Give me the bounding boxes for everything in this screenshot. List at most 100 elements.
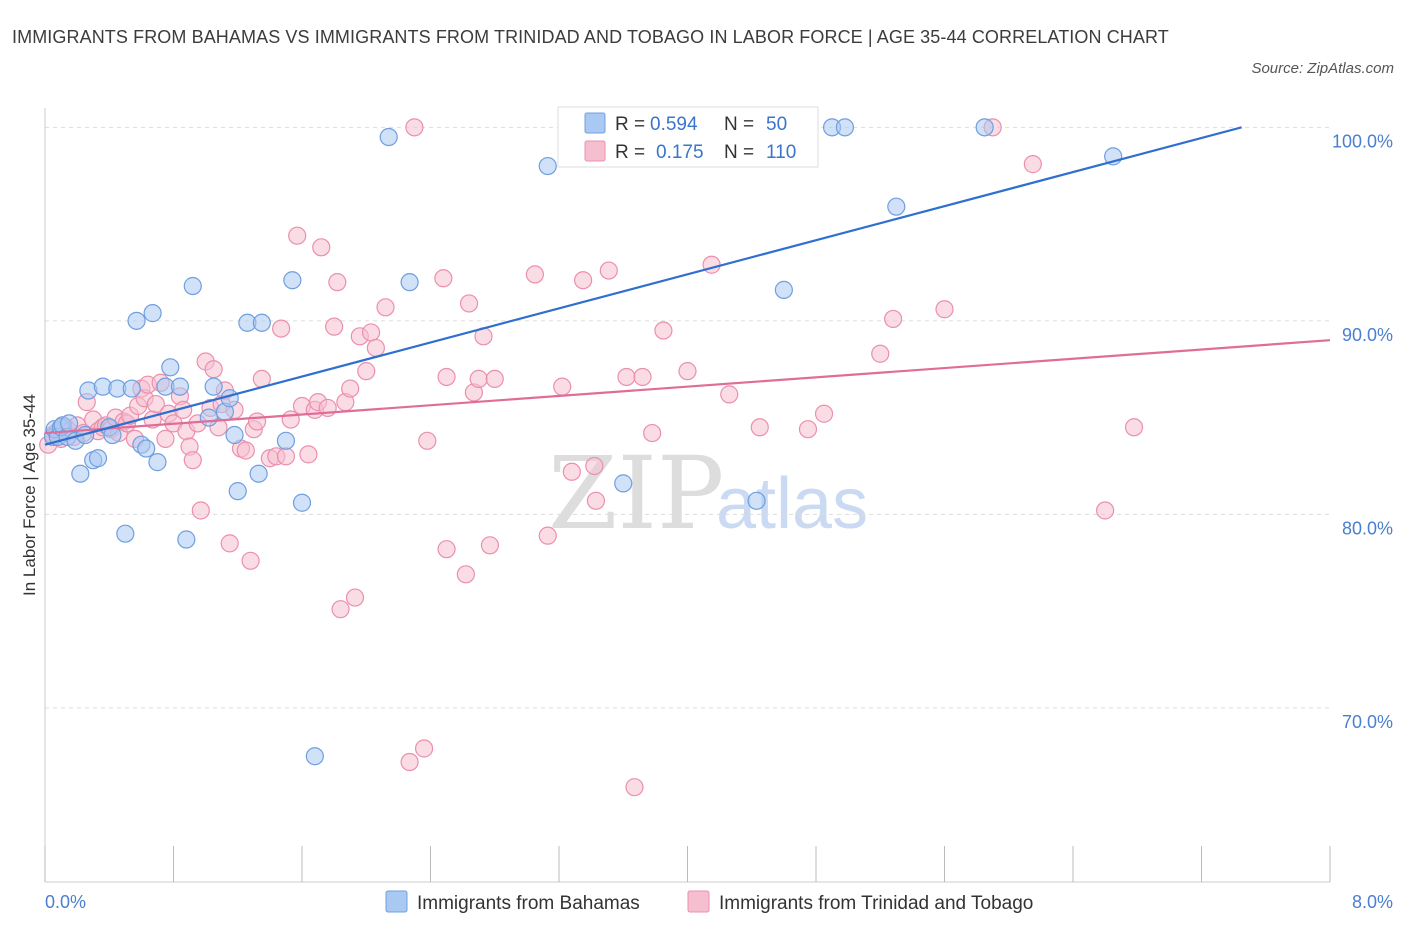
y-tick-labels: 70.0% 80.0% 90.0% 100.0% — [1332, 131, 1393, 731]
trinidad-point — [400, 752, 419, 772]
trinidad-point — [434, 269, 453, 288]
trinidad-point — [814, 404, 834, 423]
x-tick-labels: 0.0% 8.0% — [45, 892, 1393, 912]
bahamas-point — [774, 280, 793, 299]
bahamas-point — [228, 482, 247, 501]
trinidad-point — [871, 344, 890, 363]
legend-r-label-2: R = — [615, 142, 645, 163]
trinidad-point — [469, 369, 488, 388]
bottom-legend-label-trinidad: Immigrants from Trinidad and Tobago — [719, 893, 1033, 914]
series-bahamas-points — [43, 118, 1123, 766]
bahamas-point — [148, 453, 167, 472]
y-axis-title: In Labor Force | Age 35-44 — [20, 394, 39, 596]
trendlines — [44, 126, 1331, 446]
trinidad-point — [204, 360, 223, 379]
trinidad-point — [191, 501, 210, 520]
trinidad-point — [617, 367, 636, 387]
trinidad-point — [525, 265, 545, 284]
trinidad-point — [288, 226, 307, 245]
trinidad-point — [325, 317, 344, 336]
trinidad-point — [643, 423, 662, 443]
trinidad-point — [437, 540, 456, 559]
bahamas-point — [292, 493, 312, 512]
legend-n-label-2: N = — [724, 142, 754, 163]
trinidad-point — [553, 377, 572, 396]
legend-r-label-1: R = — [615, 114, 645, 135]
trinidad-point — [220, 534, 239, 553]
bahamas-point — [835, 118, 855, 137]
bahamas-point — [249, 464, 268, 483]
trinidad-point — [345, 588, 365, 607]
bahamas-point — [183, 276, 202, 296]
bahamas-trendline — [44, 126, 1242, 446]
trinidad-point — [405, 118, 424, 137]
legend-n-label-1: N = — [724, 114, 754, 135]
trinidad-point — [328, 273, 347, 292]
trinidad-point — [357, 362, 376, 381]
trinidad-point — [1023, 155, 1042, 174]
bahamas-point — [127, 311, 146, 330]
trinidad-point — [299, 445, 318, 464]
trinidad-point — [331, 600, 350, 619]
watermark-atlas: atlas — [716, 464, 868, 544]
bahamas-point — [975, 118, 994, 137]
trinidad-point — [341, 379, 360, 398]
x-tick-label-min: 0.0% — [45, 892, 86, 912]
trinidad-point — [241, 551, 260, 570]
trinidad-point — [538, 526, 557, 545]
bottom-legend-label-bahamas: Immigrants from Bahamas — [417, 893, 640, 914]
bahamas-point — [59, 414, 79, 433]
trinidad-point — [437, 367, 456, 387]
trinidad-point — [585, 456, 604, 476]
trinidad-point — [480, 536, 500, 555]
bahamas-point — [143, 304, 162, 323]
bahamas-point — [379, 127, 398, 147]
bahamas-point — [538, 156, 557, 176]
legend-r-value-2: 0.175 — [656, 142, 704, 163]
trinidad-point — [1096, 501, 1115, 520]
trinidad-point — [678, 362, 697, 381]
legend-n-value-1: 50 — [766, 114, 787, 135]
trinidad-point — [633, 367, 652, 387]
trinidad-point — [625, 778, 644, 797]
trinidad-point — [702, 255, 721, 274]
bahamas-point — [225, 425, 244, 445]
series-legend: Immigrants from Bahamas Immigrants from … — [385, 890, 1033, 914]
chart-title: IMMIGRANTS FROM BAHAMAS VS IMMIGRANTS FR… — [12, 27, 1169, 47]
legend-swatch-trinidad — [584, 140, 606, 162]
source-label: Source: ZipAtlas.com — [1251, 60, 1394, 77]
legend-n-value-2: 110 — [766, 142, 796, 163]
trinidad-point — [276, 447, 296, 466]
trinidad-point — [183, 451, 202, 470]
bahamas-point — [116, 524, 135, 543]
trinidad-point — [376, 298, 395, 317]
trinidad-point — [156, 429, 175, 448]
legend-swatch-bahamas — [584, 112, 606, 134]
bottom-legend-swatch-bahamas — [385, 890, 408, 913]
trinidad-point — [883, 309, 903, 329]
trinidad-point — [720, 385, 739, 404]
trinidad-point — [312, 238, 331, 257]
bahamas-point — [199, 408, 218, 427]
trinidad-point — [272, 319, 291, 338]
axes — [44, 108, 1331, 883]
trinidad-point — [146, 394, 165, 414]
trinidad-point — [562, 462, 581, 481]
trinidad-point — [485, 369, 504, 388]
bahamas-point — [88, 449, 108, 468]
trinidad-point — [281, 410, 300, 429]
trinidad-point — [798, 420, 818, 439]
bahamas-point — [170, 377, 190, 396]
trinidad-point — [935, 300, 954, 319]
bahamas-point — [71, 464, 90, 483]
trinidad-point — [418, 431, 437, 450]
bahamas-point — [747, 491, 766, 510]
legend-r-value-1: 0.594 — [650, 114, 698, 135]
trinidad-point — [459, 294, 479, 313]
trinidad-point — [236, 441, 255, 460]
y-tick-label: 90.0% — [1342, 325, 1393, 345]
trinidad-point — [654, 321, 673, 340]
bahamas-point — [122, 379, 141, 398]
trinidad-point — [247, 412, 267, 431]
